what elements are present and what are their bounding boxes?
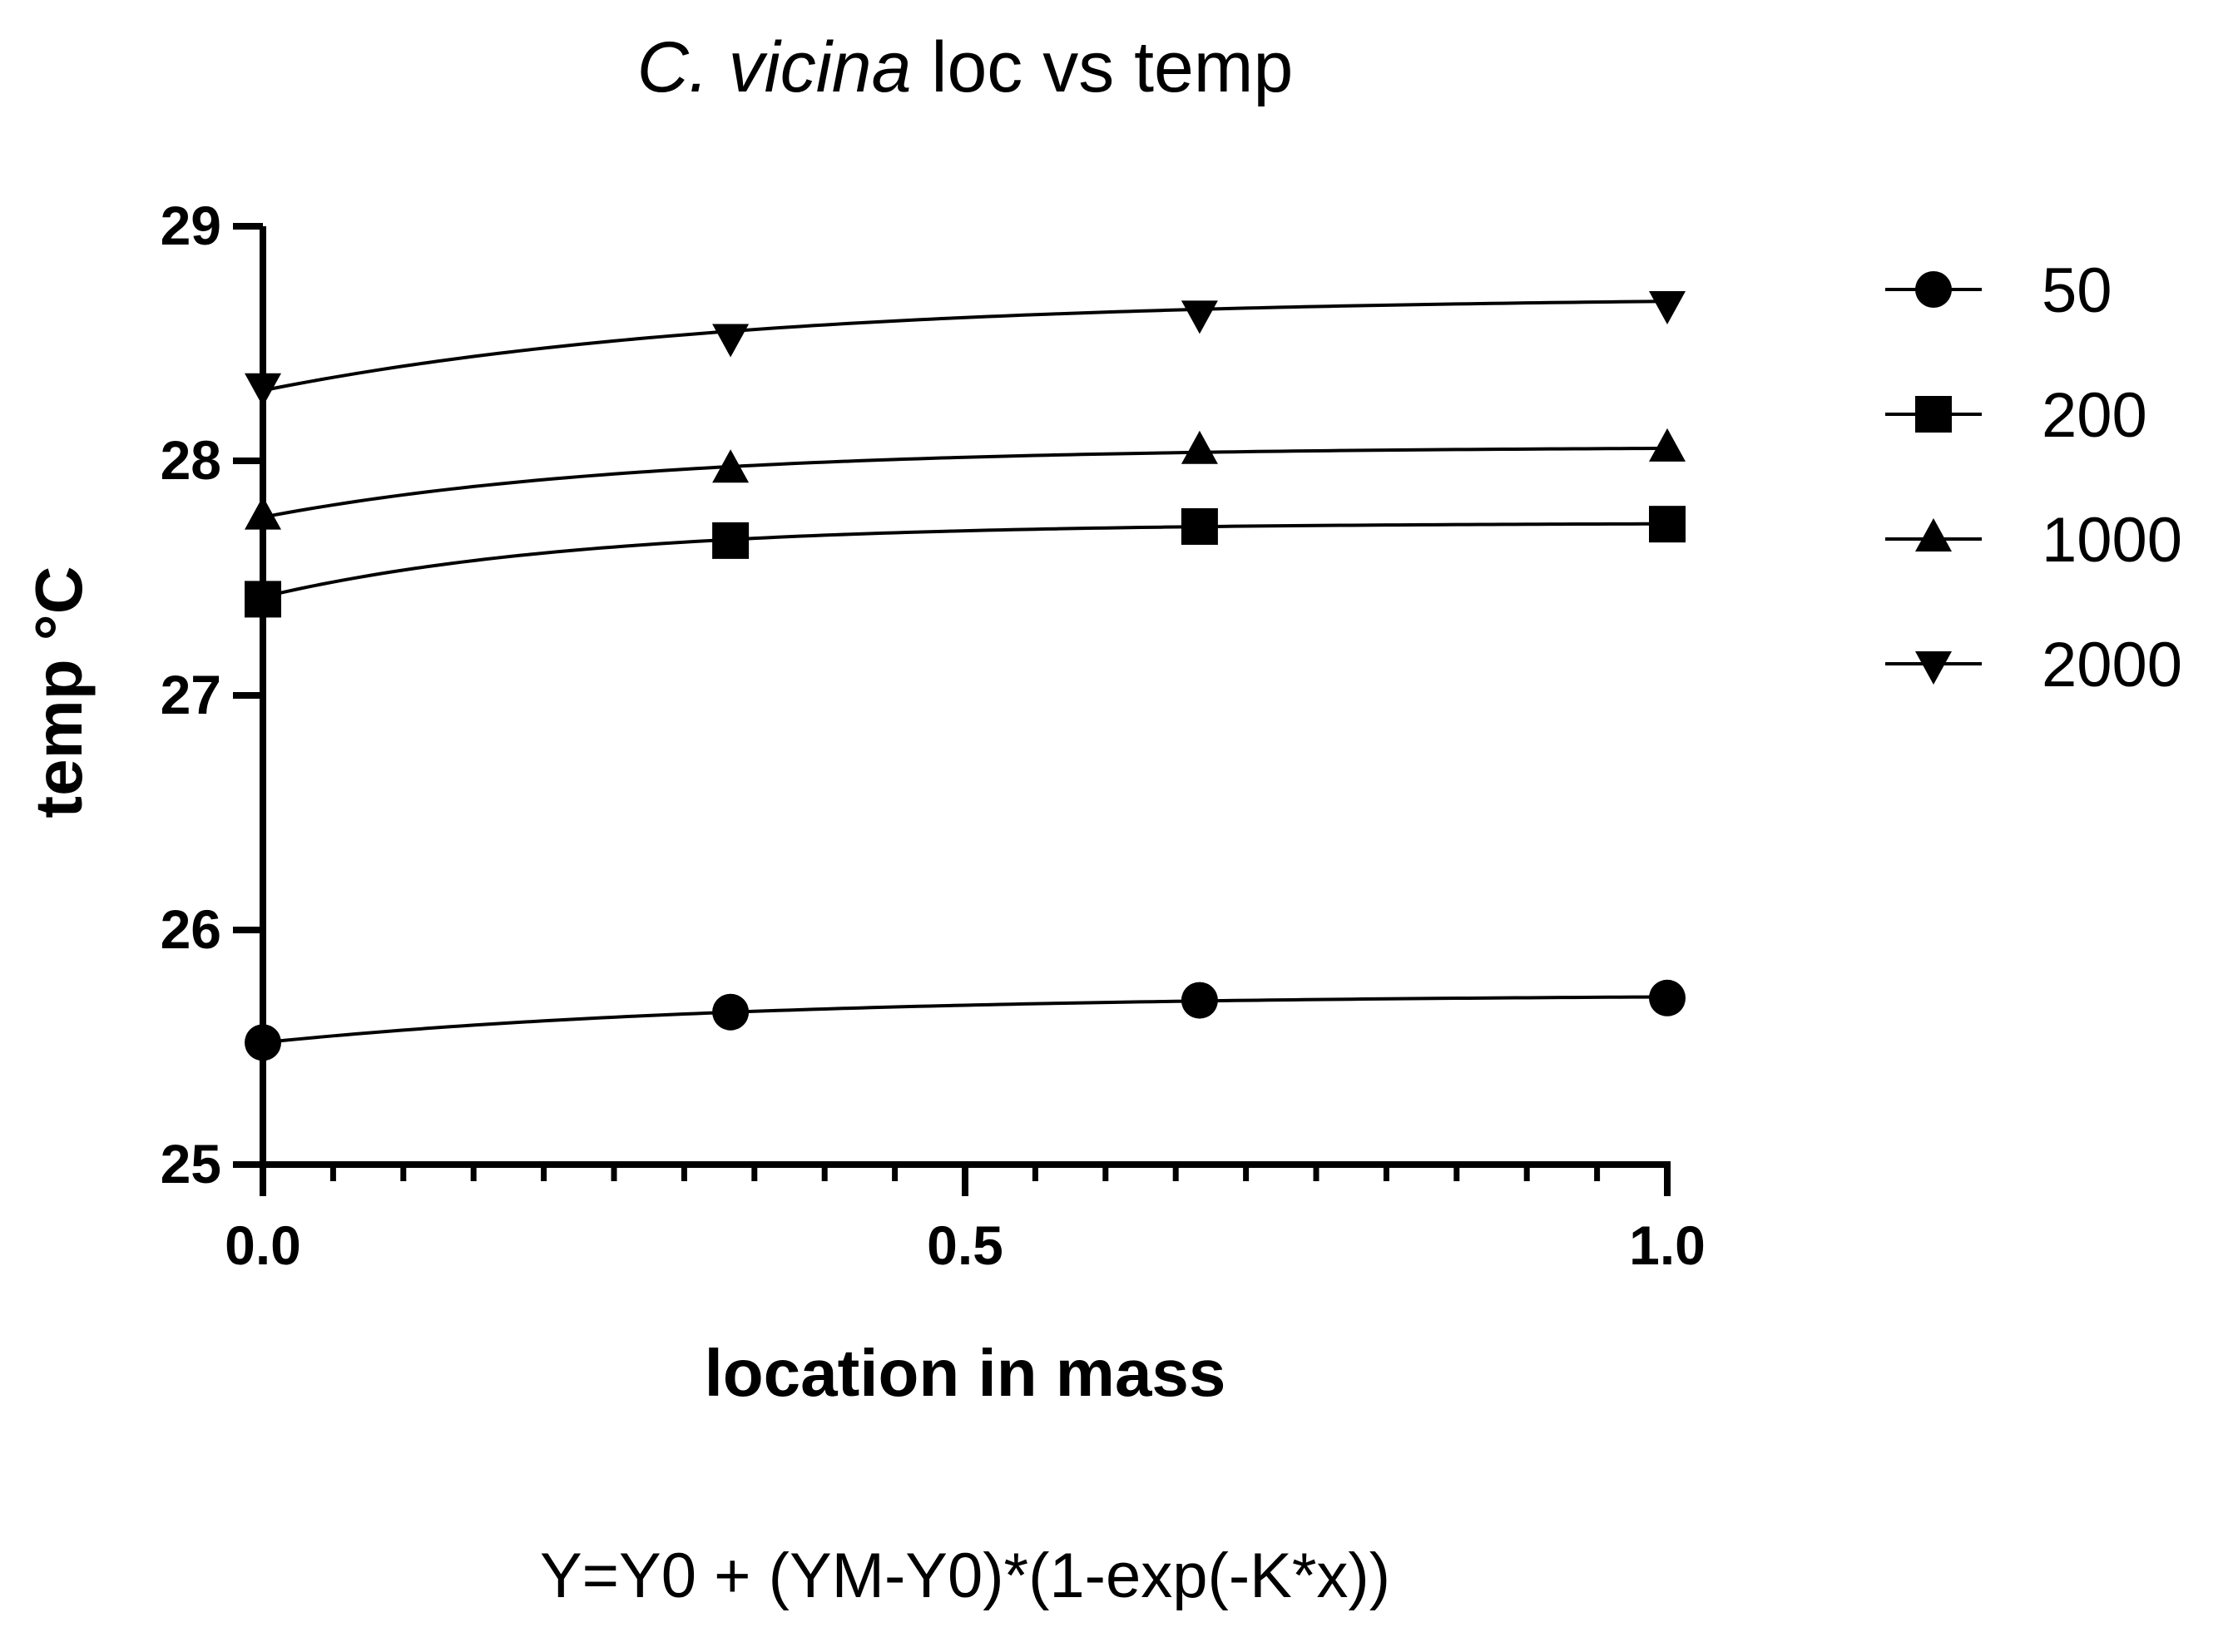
legend-item-2000: 2000: [1885, 630, 2182, 700]
marker-50: [1181, 982, 1218, 1019]
chart-title-rest: loc vs temp: [911, 27, 1293, 107]
marker-200: [1181, 507, 1218, 545]
legend: 50 200 1000 2000: [1885, 255, 2182, 700]
fit-curve-200: [262, 522, 1668, 599]
marker-200: [245, 581, 281, 618]
legend-label: 1000: [2042, 505, 2182, 576]
fit-curve-1000: [262, 446, 1668, 519]
legend-item-1000: 1000: [1885, 505, 2182, 576]
y-tick-label: 28: [161, 429, 221, 491]
legend-item-50: 50: [1885, 255, 2112, 326]
marker-1000: [1181, 430, 1218, 464]
x-axis-label: location in mass: [705, 1336, 1226, 1410]
y-axis-label: temp °C: [22, 566, 96, 818]
legend-marker-200: [1915, 396, 1952, 433]
legend-item-200: 200: [1885, 380, 2147, 451]
fit-curves: [262, 299, 1668, 1045]
x-tick-label: 1.0: [1629, 1214, 1706, 1276]
chart-title-italic: C. vicina: [637, 27, 912, 107]
legend-label: 50: [2042, 255, 2112, 326]
marker-1000: [712, 449, 750, 483]
marker-50: [1649, 979, 1686, 1016]
axes: [233, 223, 1671, 1196]
legend-marker-50: [1915, 271, 1952, 308]
y-tick-label: 27: [161, 664, 221, 725]
fit-curve-50: [262, 995, 1668, 1045]
legend-marker-1000: [1915, 518, 1952, 551]
y-tick-label: 26: [161, 898, 221, 960]
marker-2000: [1649, 291, 1686, 325]
legend-label: 200: [2042, 380, 2147, 451]
fit-curve-2000: [262, 299, 1668, 393]
marker-200: [1649, 506, 1686, 543]
marker-200: [712, 522, 750, 559]
tick-labels: 25 26 27 28 29 0.0 0.5 1.0: [161, 195, 1706, 1276]
marker-1000: [1649, 428, 1686, 462]
legend-marker-2000: [1915, 651, 1952, 685]
data-markers: [245, 291, 1686, 1061]
marker-2000: [245, 373, 281, 407]
marker-50: [712, 993, 750, 1031]
marker-50: [245, 1024, 281, 1061]
x-tick-label: 0.0: [225, 1214, 301, 1276]
y-tick-label: 25: [161, 1133, 221, 1194]
legend-label: 2000: [2042, 630, 2182, 700]
x-tick-label: 0.5: [927, 1214, 1003, 1276]
marker-2000: [712, 324, 750, 358]
marker-1000: [245, 496, 281, 530]
chart-title: C. vicina loc vs temp: [637, 27, 1294, 107]
marker-2000: [1181, 300, 1218, 334]
fit-equation: Y=Y0 + (YM-Y0)*(1-exp(-K*x)): [540, 1541, 1390, 1611]
y-tick-label: 29: [161, 195, 221, 256]
